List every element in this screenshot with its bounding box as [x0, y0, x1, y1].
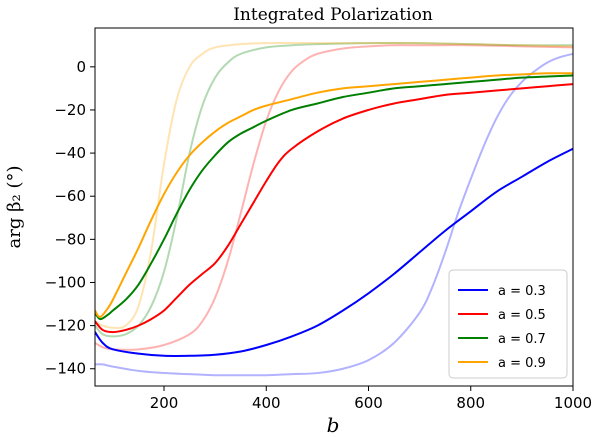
legend: a = 0.3 a = 0.5 a = 0.7 a = 0.9	[448, 269, 568, 379]
series-line-a-0-7	[95, 74, 573, 321]
faded-series-group	[95, 41, 573, 377]
x-tick-label: 400	[252, 394, 281, 412]
legend-box	[448, 269, 568, 379]
plot-frame	[94, 27, 574, 387]
faded-series-line-unlabeled-4	[95, 52, 573, 377]
x-tick-label: 1000	[554, 394, 592, 412]
legend-label: a = 0.7	[498, 332, 546, 347]
y-tick-label: 0	[76, 58, 86, 76]
y-tick-label: −40	[54, 144, 86, 162]
faded-series-line-unlabeled-6	[95, 41, 573, 338]
x-axis-ticks: 200 400 600 800 1000	[150, 386, 592, 412]
x-tick-label: 800	[456, 394, 485, 412]
series-line-a-0-9	[95, 72, 573, 318]
y-tick-label: −60	[54, 187, 86, 205]
x-tick-label: 200	[150, 394, 179, 412]
main-series-group	[95, 72, 573, 358]
legend-label: a = 0.5	[498, 308, 546, 323]
series-line-a-0-3	[95, 147, 573, 358]
chart-title: Integrated Polarization	[233, 5, 433, 25]
y-tick-label: −80	[54, 230, 86, 248]
y-tick-label: −100	[45, 273, 86, 291]
y-axis-ticks: 0 −20 −40 −60 −80 −100 −120 −140	[45, 58, 95, 378]
x-tick-label: 600	[354, 394, 383, 412]
y-axis-label: arg β₂ (°)	[4, 166, 25, 249]
legend-label: a = 0.9	[498, 356, 546, 371]
faded-series-line-unlabeled-7	[95, 42, 573, 330]
series-line-a-0-5	[95, 83, 573, 334]
y-tick-label: −20	[54, 101, 86, 119]
x-axis-label: b	[327, 413, 340, 437]
y-tick-label: −140	[45, 360, 86, 378]
legend-label: a = 0.3	[498, 284, 546, 299]
y-tick-label: −120	[45, 317, 86, 335]
